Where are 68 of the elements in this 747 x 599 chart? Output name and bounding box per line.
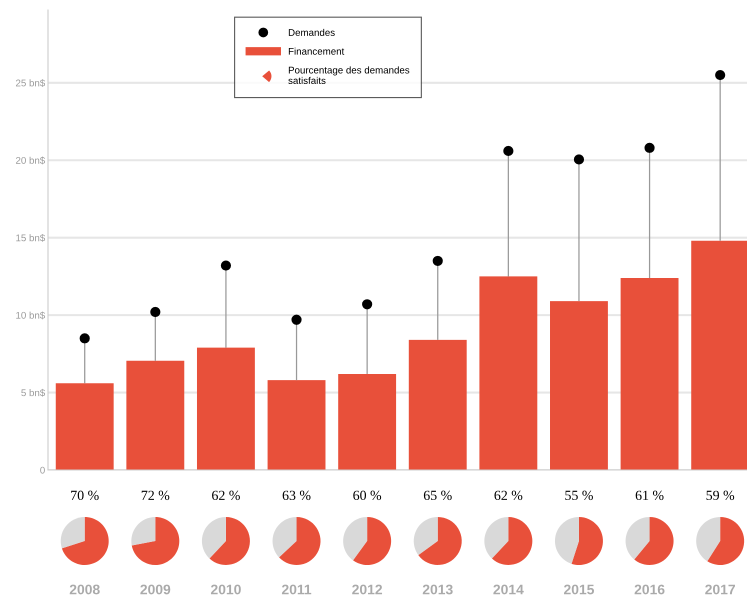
pie-slice [414, 517, 438, 556]
y-tick-label: 25 bn$ [16, 79, 46, 87]
chart-title: 72 % [142, 490, 170, 500]
text: 2014 [493, 584, 524, 594]
pie-slice [279, 517, 321, 565]
bar [268, 380, 326, 470]
pie-slice [62, 517, 109, 565]
chart-title: 59 % [706, 490, 734, 500]
text: 2013 [422, 584, 453, 594]
chart-title: 62 % [212, 490, 240, 500]
point [220, 260, 232, 271]
text: 2017 [705, 584, 736, 594]
chart-title: 60 % [353, 490, 382, 500]
annotation: Pourcentage des demandes satisfaits [288, 66, 410, 84]
pie-slice [210, 517, 250, 565]
point [150, 306, 160, 318]
pie-slice [272, 517, 297, 558]
text: 2010 [210, 584, 241, 594]
pie-slice [60, 517, 85, 548]
chart-title: 65 % [424, 490, 452, 500]
bar [408, 340, 467, 470]
pie-slice [572, 517, 603, 565]
text: 2015 [564, 584, 594, 594]
pie-slice [696, 517, 720, 562]
text: 2008 [70, 584, 100, 594]
point [715, 70, 726, 80]
pie-slice [202, 517, 226, 558]
pie-slice [484, 517, 508, 558]
point [644, 142, 655, 153]
pie-slice [554, 517, 579, 564]
y-tick-label: 20 bn$ [16, 156, 46, 164]
pie-slice [707, 517, 744, 565]
chart-title: 55 % [565, 490, 593, 500]
bar [56, 383, 114, 470]
pie-slice [353, 517, 392, 565]
pie-slice [418, 517, 462, 565]
pie-slice [131, 517, 156, 546]
bar [126, 360, 184, 470]
bar [620, 278, 679, 470]
point [80, 333, 90, 344]
bar [479, 276, 538, 470]
legend-label: Demandes [288, 28, 335, 36]
point [574, 154, 584, 165]
y-tick-label: 15 bn$ [16, 234, 46, 242]
text: 2016 [634, 584, 665, 594]
text: 2009 [140, 584, 170, 594]
point [503, 146, 514, 156]
point [432, 256, 443, 266]
bar [196, 348, 255, 470]
text: 2012 [352, 584, 382, 594]
chart-title: 63 % [282, 490, 311, 500]
text: 2011 [282, 584, 312, 594]
y-tick-label: 10 bn$ [16, 311, 46, 320]
y-tick-label: 5 bn$ [21, 388, 46, 397]
legend-label: Financement [288, 48, 344, 55]
chart-title: 70 % [71, 490, 99, 500]
pie-slice [626, 517, 650, 560]
point [362, 299, 372, 310]
chart-title: 61 % [636, 490, 664, 500]
bar [338, 374, 396, 470]
pie-slice [492, 517, 532, 565]
y-tick-label: 0 [40, 466, 45, 474]
pie-slice [343, 517, 368, 560]
chart-title: 62 % [494, 490, 522, 500]
bar [550, 301, 608, 470]
pie-slice [634, 517, 674, 565]
pie-slice [132, 517, 180, 565]
point [291, 314, 302, 325]
